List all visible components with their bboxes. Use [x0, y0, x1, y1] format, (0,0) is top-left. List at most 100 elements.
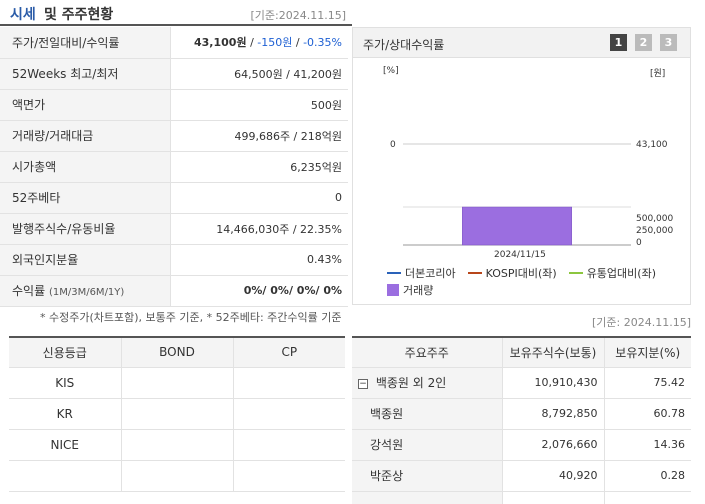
- holders-reference-date: [기준: 2024.11.15]: [591, 316, 691, 329]
- legend-label: 유통업대비(좌): [586, 267, 656, 280]
- return-label: 수익률: [12, 284, 46, 298]
- row-label: 52주베타: [0, 182, 171, 214]
- price-change-pct: -0.35%: [303, 36, 342, 50]
- holder-name: [352, 491, 503, 504]
- legend-item[interactable]: KOSPI대비(좌): [467, 265, 557, 281]
- table-row: 백종원 8,792,850 60.78: [352, 398, 691, 430]
- row-label: 액면가: [0, 89, 171, 121]
- holder-group-cell[interactable]: − 백종원 외 2인: [352, 367, 503, 399]
- table-row: 강석원 2,076,660 14.36: [352, 429, 691, 461]
- shares-cell: 10,910,430: [502, 367, 605, 399]
- holder-name: 강석원: [352, 429, 503, 461]
- row-label: 52Weeks 최고/최저: [0, 58, 171, 90]
- column-header: 신용등급: [9, 337, 122, 368]
- row-label: 발행주식수/유동비율: [0, 213, 171, 245]
- chart-legend: 더본코리아 KOSPI대비(좌) 유통업대비(좌): [387, 265, 662, 281]
- column-header: 보유주식수(보통): [502, 337, 605, 368]
- column-header: CP: [233, 337, 345, 368]
- column-header: BOND: [121, 337, 234, 368]
- chart-header: 주가/상대수익률 1 2 3: [353, 28, 690, 58]
- row-label: 외국인지분율: [0, 244, 171, 276]
- table-row: NICE: [9, 429, 345, 461]
- legend-item[interactable]: 더본코리아: [387, 265, 456, 281]
- bond-cell: [121, 398, 234, 430]
- x-axis-label: 2024/11/15: [494, 250, 546, 260]
- right-axis-tick: 43,100: [636, 140, 668, 150]
- section-title: 시세: [10, 7, 36, 23]
- legend-item[interactable]: 거래량: [387, 282, 433, 298]
- cp-cell: [233, 367, 345, 399]
- table-row: 거래량/거래대금 499,686주 / 218억원: [0, 120, 348, 152]
- right-axis-unit: [원]: [650, 69, 666, 79]
- bond-cell: [121, 460, 234, 492]
- table-row: 액면가 500원: [0, 89, 348, 121]
- legend-line-icon: [387, 272, 401, 274]
- shares-cell: 8,792,850: [502, 398, 605, 430]
- legend-box-icon: [387, 284, 399, 296]
- row-label: 수익률 (1M/3M/6M/1Y): [0, 275, 171, 307]
- cp-cell: [233, 398, 345, 430]
- row-value: 43,100원 / -150원 / -0.35%: [170, 27, 348, 59]
- shareholders-table: 주요주주 보유주식수(보통) 보유지분(%) − 백종원 외 2인 10,910…: [352, 336, 691, 504]
- table-row: 주가/전일대비/수익률 43,100원 / -150원 / -0.35%: [0, 27, 348, 59]
- table-row: KIS: [9, 367, 345, 399]
- legend-item[interactable]: 유통업대비(좌): [568, 265, 656, 281]
- price-change: -150원: [257, 36, 293, 50]
- bond-cell: [121, 429, 234, 461]
- column-header: 주요주주: [352, 337, 503, 368]
- chart-svg: [403, 143, 631, 246]
- reference-date: [기준:2024.11.15]: [250, 9, 346, 22]
- row-value: 6,235억원: [170, 151, 348, 183]
- table-header-row: 주요주주 보유주식수(보통) 보유지분(%): [352, 337, 691, 368]
- left-axis-tick: 0: [390, 140, 396, 150]
- price-table: 주가/전일대비/수익률 43,100원 / -150원 / -0.35% 52W…: [0, 27, 348, 307]
- holder-name: 박준상: [352, 460, 503, 492]
- volume-tick-500000: 500,000: [636, 214, 674, 224]
- shares-cell: 40,920: [502, 460, 605, 492]
- table-row: 시가총액 6,235억원: [0, 151, 348, 183]
- pct-cell: 0.28: [604, 460, 691, 492]
- row-label: 주가/전일대비/수익률: [0, 27, 171, 59]
- table-header-row: 신용등급 BOND CP: [9, 337, 345, 368]
- pct-cell: 75.42: [604, 367, 691, 399]
- cp-cell: [233, 460, 345, 492]
- chart-tab-3[interactable]: 3: [660, 34, 677, 51]
- agency-cell: KIS: [9, 367, 122, 399]
- footnote: * 수정주가(차트포함), 보통주 기준, * 52주베타: 주간수익률 기준: [40, 311, 342, 324]
- volume-bar[interactable]: [462, 206, 572, 246]
- row-label: 시가총액: [0, 151, 171, 183]
- pct-cell: 14.36: [604, 429, 691, 461]
- table-row: KR: [9, 398, 345, 430]
- row-value: 0.43%: [170, 244, 348, 276]
- chart-tab-1[interactable]: 1: [610, 34, 627, 51]
- table-row: 52주베타 0: [0, 182, 348, 214]
- table-row: [9, 460, 345, 492]
- chart-tab-2[interactable]: 2: [635, 34, 652, 51]
- row-label: 거래량/거래대금: [0, 120, 171, 152]
- section-header: 시세 및 주주현황 [기준:2024.11.15]: [0, 0, 352, 26]
- return-period-label: (1M/3M/6M/1Y): [48, 287, 125, 298]
- row-value: 14,466,030주 / 22.35%: [170, 213, 348, 245]
- collapse-icon[interactable]: −: [358, 378, 368, 389]
- row-value: 499,686주 / 218억원: [170, 120, 348, 152]
- row-value: 0: [170, 182, 348, 214]
- volume-tick-250000: 250,000: [636, 226, 674, 236]
- row-value: 0%/ 0%/ 0%/ 0%: [170, 275, 348, 307]
- holder-name: 백종원 외 2인: [375, 376, 447, 390]
- credit-rating-table: 신용등급 BOND CP KIS KR NICE: [9, 336, 345, 492]
- table-row: 발행주식수/유동비율 14,466,030주 / 22.35%: [0, 213, 348, 245]
- agency-cell: NICE: [9, 429, 122, 461]
- volume-bars: [462, 206, 572, 246]
- chart-title: 주가/상대수익률: [363, 38, 445, 52]
- table-row: 수익률 (1M/3M/6M/1Y) 0%/ 0%/ 0%/ 0%: [0, 275, 348, 307]
- volume-tick-0: 0: [636, 238, 642, 248]
- legend-line-icon: [467, 272, 482, 274]
- current-price: 43,100원: [194, 36, 247, 50]
- table-row: 52Weeks 최고/최저 64,500원 / 41,200원: [0, 58, 348, 90]
- table-row: − 백종원 외 2인 10,910,430 75.42: [352, 367, 691, 399]
- bond-cell: [121, 367, 234, 399]
- pct-cell: [604, 491, 691, 504]
- pct-cell: 60.78: [604, 398, 691, 430]
- table-row: 외국인지분율 0.43%: [0, 244, 348, 276]
- section-subtitle: 및 주주현황: [44, 7, 114, 23]
